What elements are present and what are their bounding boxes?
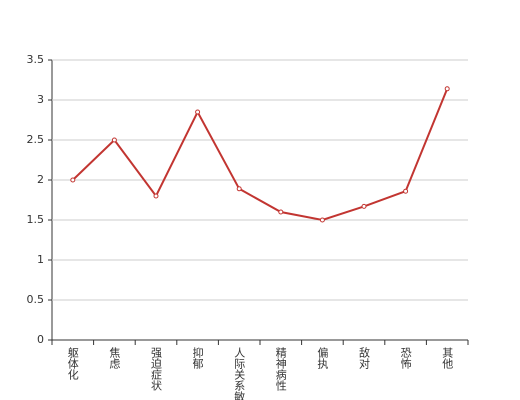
point bbox=[153, 193, 159, 199]
point bbox=[403, 188, 409, 194]
point bbox=[444, 86, 450, 92]
point bbox=[195, 109, 201, 115]
x-tick-label: 精神病性 bbox=[274, 347, 287, 392]
x-tick-label: 偏执 bbox=[316, 346, 329, 370]
x-tick-label: 其他 bbox=[441, 347, 454, 369]
line bbox=[72, 88, 449, 222]
point bbox=[236, 186, 242, 192]
x-tick-label: 抑郁 bbox=[191, 346, 204, 369]
point bbox=[319, 217, 325, 223]
y-tick-label: 2.5 bbox=[27, 133, 45, 146]
y-tick-label: 1.5 bbox=[27, 213, 45, 226]
point bbox=[111, 137, 117, 143]
x-tick-label: 强迫症状 bbox=[150, 347, 163, 391]
y-tick-label: 3.5 bbox=[27, 53, 45, 66]
x-tick-label: 躯体化 bbox=[66, 347, 79, 381]
x-tick-label: 恐怖 bbox=[399, 347, 412, 369]
x-tick-label: 人际关系敏感 bbox=[233, 347, 246, 400]
y-tick-label: 2 bbox=[37, 173, 44, 186]
y-tick-label: 0.5 bbox=[27, 293, 45, 306]
x-tick-label: 焦虑 bbox=[108, 347, 121, 369]
y-tick-label: 1 bbox=[37, 253, 44, 266]
point bbox=[278, 209, 284, 215]
y-tick-label: 3 bbox=[37, 93, 44, 106]
y-tick-label: 0 bbox=[37, 333, 44, 346]
point bbox=[361, 203, 367, 209]
x-tick-label: 敌对 bbox=[358, 346, 371, 369]
point bbox=[70, 177, 76, 183]
